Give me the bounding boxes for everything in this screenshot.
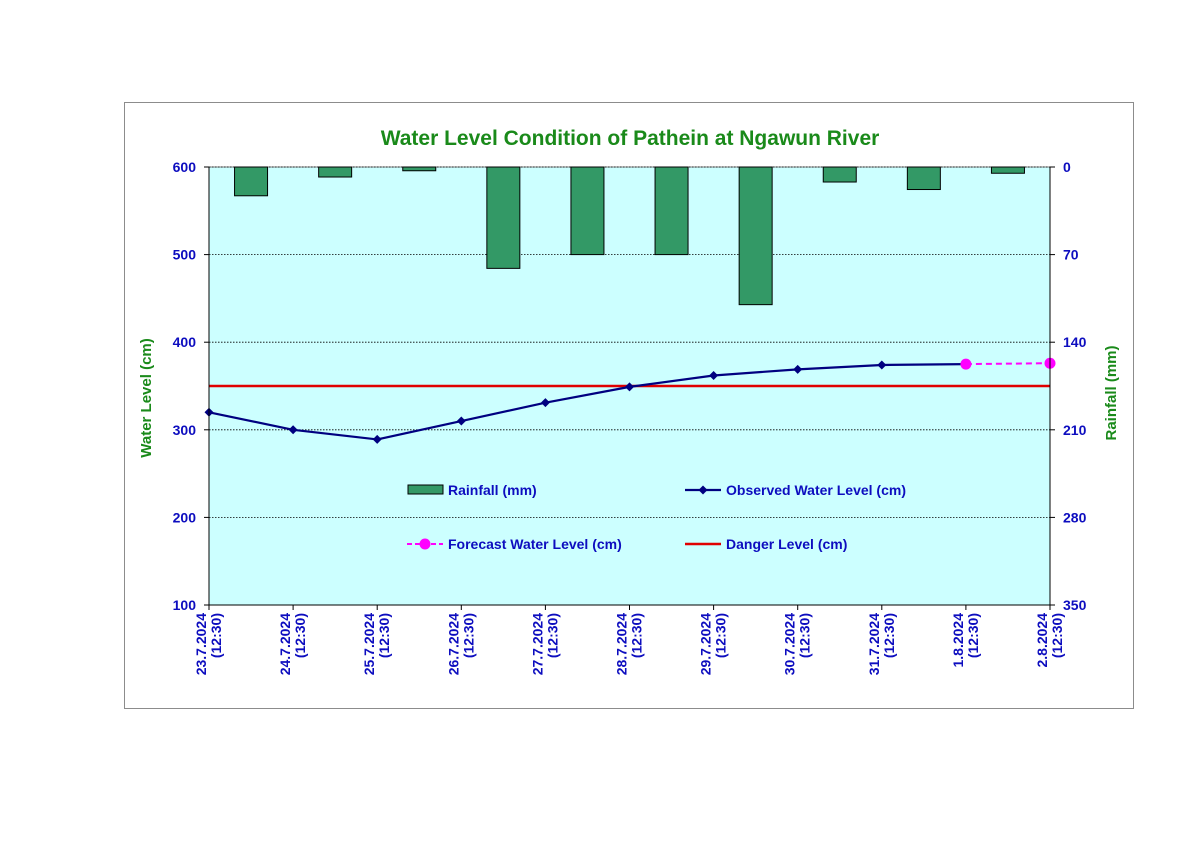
lines — [204, 357, 1056, 444]
forecast-point — [960, 358, 972, 370]
chart-title: Water Level Condition of Pathein at Ngaw… — [381, 127, 880, 150]
x-tick-time: (12:30) — [544, 613, 560, 658]
x-tick-time: (12:30) — [376, 613, 392, 658]
y-right-tick-label: 140 — [1063, 334, 1087, 350]
y-left-tick-label: 500 — [173, 247, 197, 263]
observed-water-level-line — [208, 363, 966, 441]
rainfall-bar — [822, 166, 857, 183]
rainfall-bar — [402, 166, 437, 172]
legend: Rainfall (mm) Observed Water Level (cm) Fo… — [407, 482, 906, 552]
x-tick-date: 1.8.2024 — [950, 613, 966, 668]
legend-marker — [698, 485, 708, 495]
x-tick-date: 26.7.2024 — [445, 613, 461, 675]
x-tick-date: 30.7.2024 — [782, 613, 798, 675]
x-tick-time: (12:30) — [797, 613, 813, 658]
legend-item-rainfall: Rainfall (mm) — [407, 482, 537, 498]
legend-label: Observed Water Level (cm) — [726, 482, 906, 498]
x-tick-label: 25.7.2024 (12:30) — [361, 613, 392, 675]
x-tick-label: 2.8.2024 (12:30) — [1034, 613, 1065, 668]
x-tick-time: (12:30) — [292, 613, 308, 658]
rainfall-bar — [234, 166, 269, 197]
x-tick-date: 29.7.2024 — [698, 613, 714, 675]
x-tick-date: 24.7.2024 — [277, 613, 293, 675]
y-right-tick-label: 210 — [1063, 422, 1087, 438]
y-right-tick-label: 70 — [1063, 247, 1079, 263]
x-tick-label: 23.7.2024 (12:30) — [193, 613, 224, 675]
observed-point — [456, 416, 466, 426]
x-tick-time: (12:30) — [460, 613, 476, 658]
observed-point — [288, 425, 298, 435]
legend-item-danger: Danger Level (cm) — [685, 536, 847, 552]
legend-label: Danger Level (cm) — [726, 536, 847, 552]
x-tick-time: (12:30) — [208, 613, 224, 658]
y-left-tick-label: 600 — [173, 159, 197, 175]
y-left-tick-label: 300 — [173, 422, 197, 438]
x-tick-date: 23.7.2024 — [193, 613, 209, 675]
x-tick-time: (12:30) — [1049, 613, 1065, 658]
rainfall-bar — [654, 166, 689, 256]
observed-point — [540, 398, 550, 408]
y-right-tick-label: 280 — [1063, 509, 1087, 525]
legend-swatch — [407, 484, 444, 495]
x-tick-time: (12:30) — [965, 613, 981, 658]
forecast-water-level-line — [965, 362, 1051, 366]
x-tick-label: 29.7.2024 (12:30) — [698, 613, 729, 675]
y-axis-left-title: Water Level (cm) — [138, 338, 155, 457]
x-tick-date: 25.7.2024 — [361, 613, 377, 675]
observed-point — [877, 360, 887, 370]
legend-item-observed: Observed Water Level (cm) — [685, 482, 906, 498]
rainfall-bar — [570, 166, 605, 256]
y-left-tick-label: 400 — [173, 334, 197, 350]
x-tick-date: 2.8.2024 — [1034, 613, 1050, 668]
y-left-tick-label: 100 — [173, 597, 197, 613]
x-tick-label: 1.8.2024 (12:30) — [950, 613, 981, 668]
observed-point — [793, 364, 803, 374]
rainfall-bar — [906, 166, 941, 191]
y-right-tick-label: 350 — [1063, 597, 1087, 613]
observed-point — [372, 434, 382, 444]
observed-point — [709, 370, 719, 380]
axes: 100 200 300 400 500 600 0 70 140 210 280 350 23.7.20… — [173, 159, 1087, 675]
rainfall-bar — [738, 166, 773, 306]
x-tick-time: (12:30) — [629, 613, 645, 658]
x-tick-label: 30.7.2024 (12:30) — [782, 613, 813, 675]
x-tick-date: 28.7.2024 — [614, 613, 630, 675]
x-tick-label: 31.7.2024 (12:30) — [866, 613, 897, 675]
legend-item-forecast: Forecast Water Level (cm) — [407, 536, 622, 552]
x-tick-label: 27.7.2024 (12:30) — [529, 613, 560, 675]
legend-label: Rainfall (mm) — [448, 482, 537, 498]
x-tick-label: 26.7.2024 (12:30) — [445, 613, 476, 675]
legend-marker — [419, 538, 431, 550]
x-tick-label: 28.7.2024 (12:30) — [614, 613, 645, 675]
legend-label: Forecast Water Level (cm) — [448, 536, 622, 552]
y-right-tick-label: 0 — [1063, 159, 1071, 175]
y-axis-right-title: Rainfall (mm) — [1103, 345, 1120, 440]
rainfall-bar — [486, 166, 521, 269]
x-tick-time: (12:30) — [713, 613, 729, 658]
observed-point — [625, 382, 634, 392]
rainfall-bar — [318, 166, 353, 178]
y-left-tick-label: 200 — [173, 509, 197, 525]
gridlines — [209, 166, 1050, 518]
rainfall-bars — [234, 166, 1025, 306]
x-tick-date: 27.7.2024 — [529, 613, 545, 675]
x-tick-label: 24.7.2024 (12:30) — [277, 613, 308, 675]
x-tick-date: 31.7.2024 — [866, 613, 882, 675]
x-tick-time: (12:30) — [881, 613, 897, 658]
rainfall-bar — [990, 166, 1025, 174]
